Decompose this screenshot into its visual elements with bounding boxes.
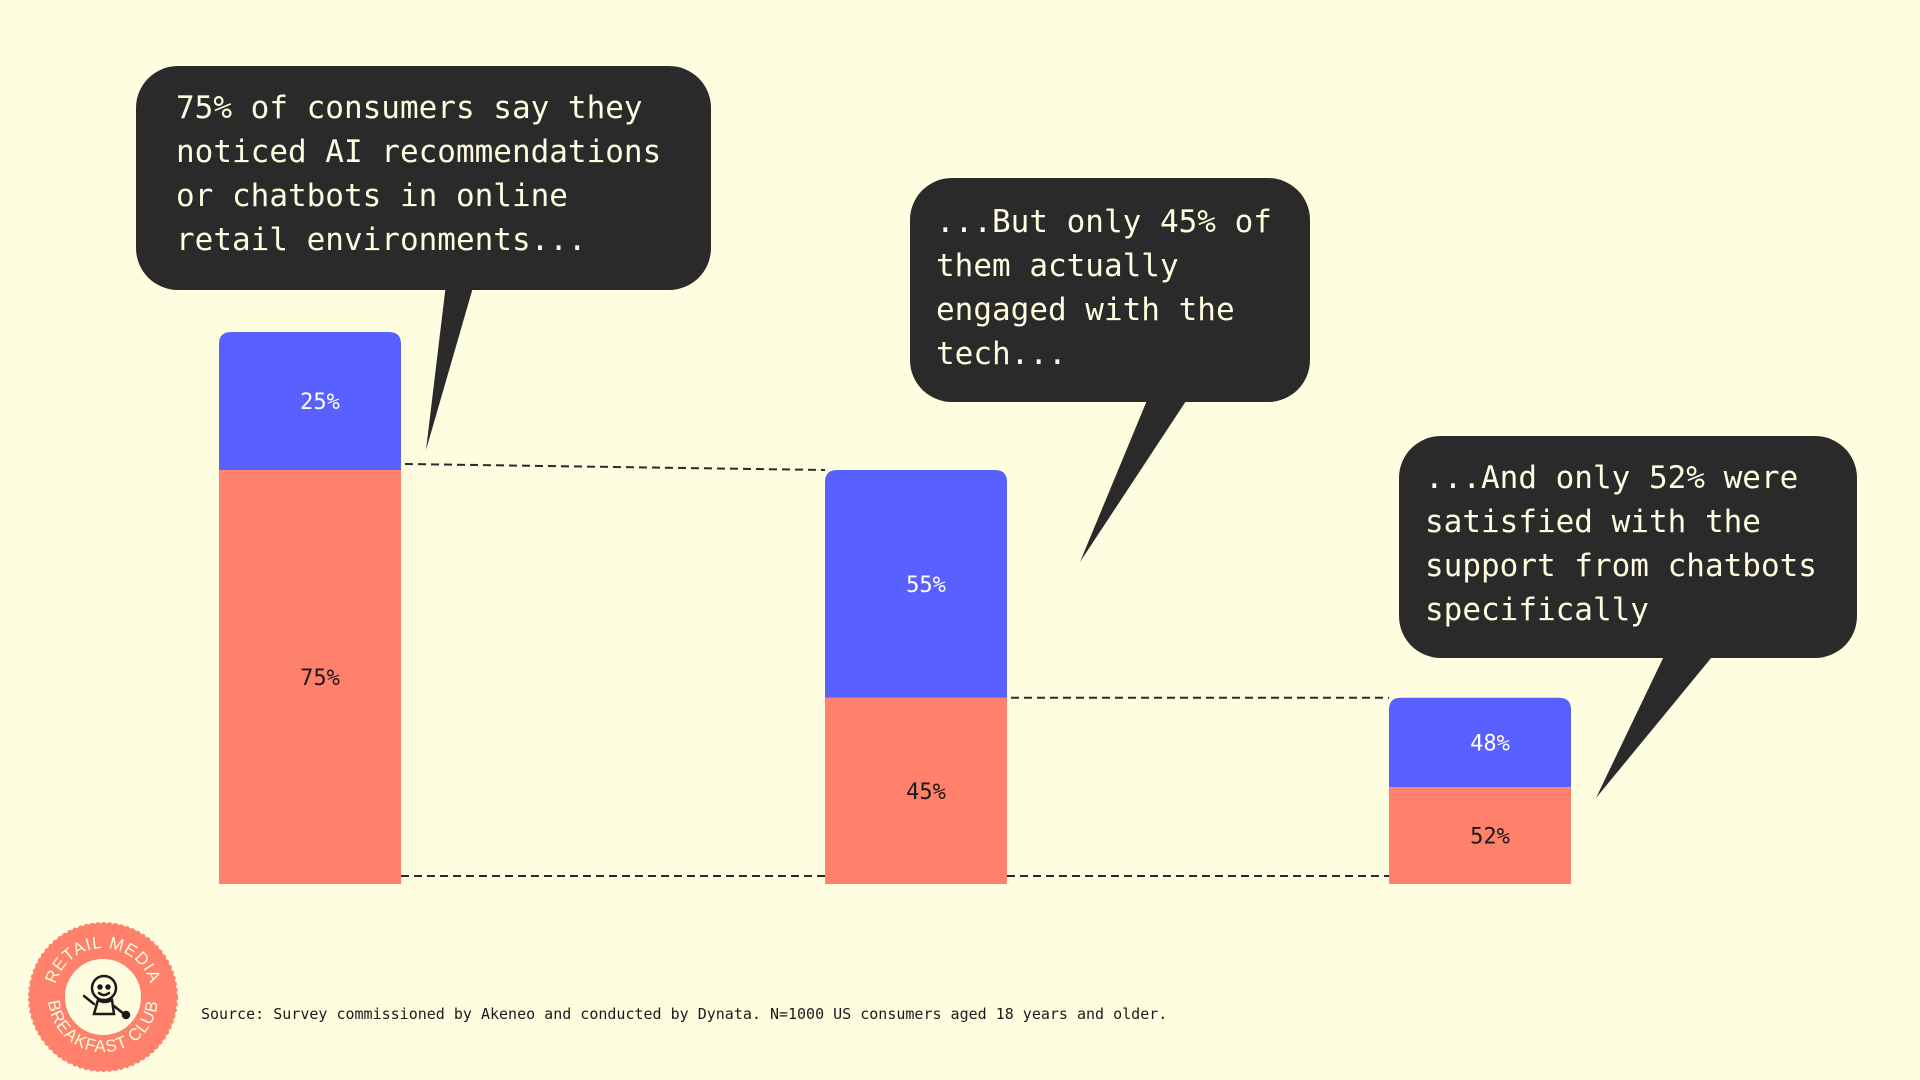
callout-pointer-0 [426,284,474,450]
callout-engaged: ...But only 45% of them actually engaged… [910,178,1310,402]
data-label-not-0: 25% [300,390,340,415]
data-label-yes-1: 45% [906,780,946,805]
data-label-yes-2: 52% [1470,825,1510,850]
bar-segment-not-1 [825,470,1007,698]
callout-pointer-1 [1080,398,1188,562]
bar-segment-yes-0 [219,470,401,884]
data-label-not-1: 55% [906,573,946,598]
callout-noticed: 75% of consumers say they noticed AI rec… [136,66,711,290]
source-note: Source: Survey commissioned by Akeneo an… [201,1005,1168,1023]
bar-segment-yes-1 [825,697,1007,884]
bar-segment-not-0 [219,332,401,470]
mascot-icon [82,974,131,1020]
bar-segment-not-2 [1389,697,1571,788]
bar-segment-yes-2 [1389,787,1571,884]
callout-pointer-2 [1596,652,1716,798]
connector-diagonal-0 [404,463,826,471]
callout-satisfied: ...And only 52% were satisfied with the … [1399,436,1857,658]
retail-media-breakfast-club-logo: RETAIL MEDIA BREAKFAST CLUB [28,922,178,1072]
data-label-not-2: 48% [1470,731,1510,756]
data-label-yes-0: 75% [300,666,340,691]
